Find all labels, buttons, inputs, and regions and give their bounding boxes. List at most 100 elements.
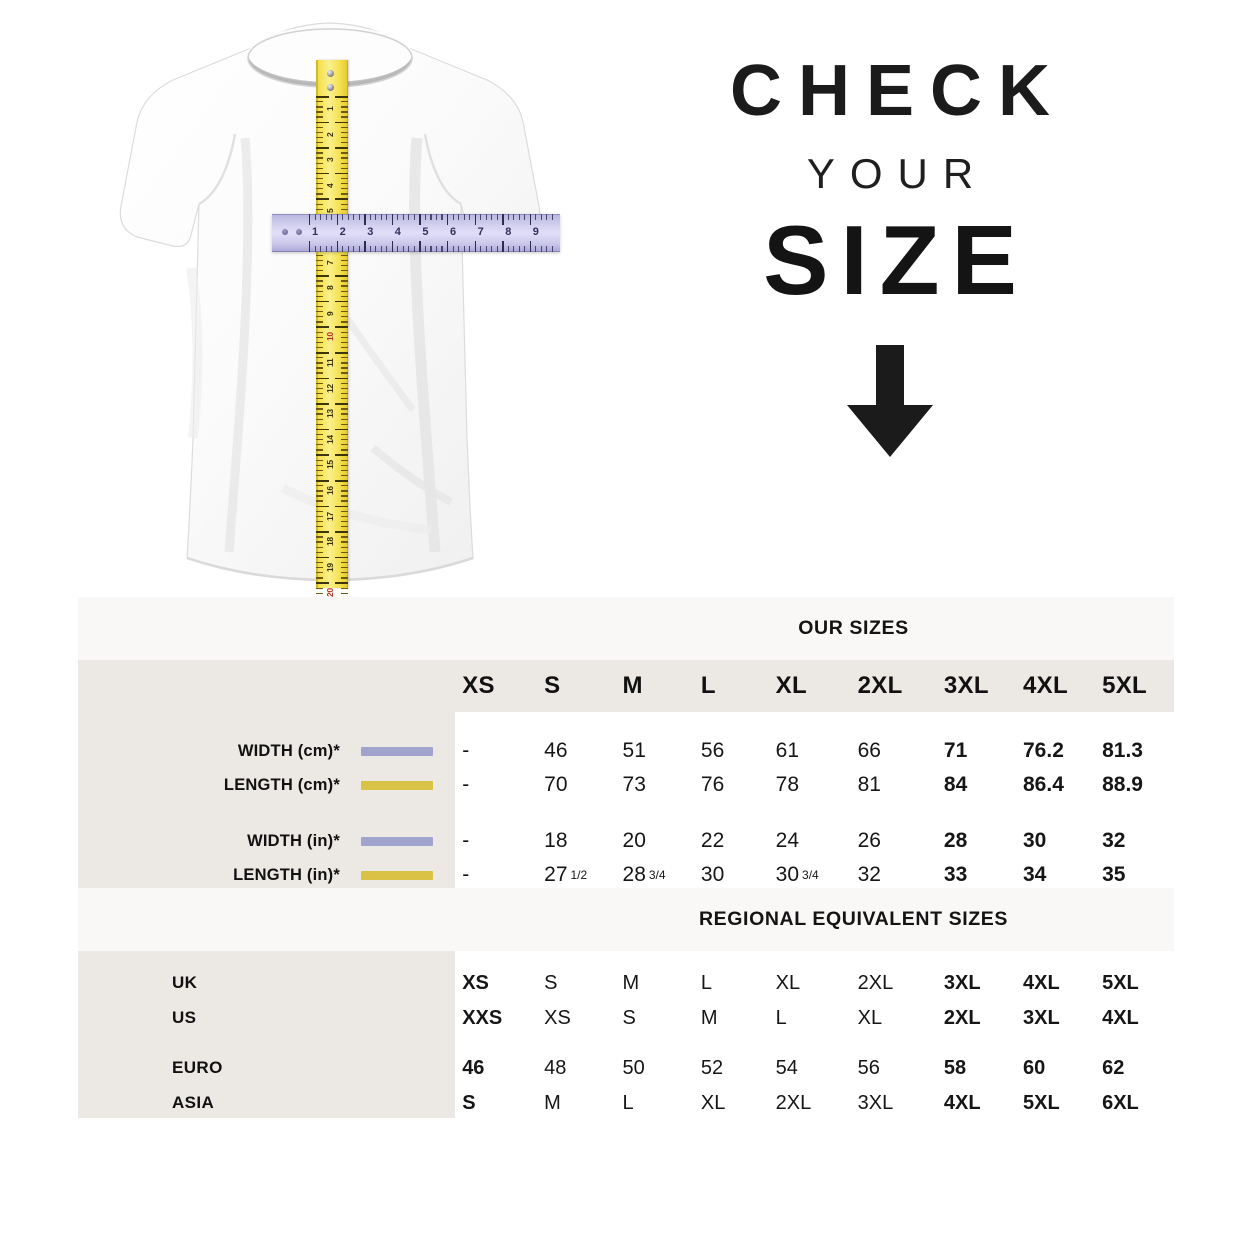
regional-cell: XS (462, 971, 489, 994)
tape-hole (296, 229, 302, 235)
tape-tick-minor (341, 567, 348, 569)
measurement-cell: 88.9 (1102, 773, 1143, 796)
tape-tick-minor (341, 290, 348, 292)
tape-tick-major (335, 121, 348, 124)
tape-tick-minor (341, 131, 348, 134)
tape-tick-minor (341, 577, 348, 579)
tape-tick-minor (413, 246, 415, 252)
tape-tick-minor (546, 246, 548, 252)
measurement-cell: 26 (857, 829, 881, 852)
tape-tick-major (316, 275, 329, 277)
regional-cell: 3XL (943, 971, 981, 994)
tape-tick-minor (316, 485, 323, 487)
tape-tick-major (447, 214, 449, 225)
tape-tick-minor (535, 214, 537, 220)
tape-tick-minor (496, 246, 498, 252)
tape-tick-major (474, 241, 476, 252)
measurement-cell: - (462, 739, 470, 762)
hero-heading: CHECK YOUR SIZE (600, 55, 1180, 457)
tape-tick-minor (316, 183, 323, 185)
tape-tick-minor (316, 167, 323, 169)
tape-tick-minor (341, 398, 348, 400)
yellow-measuring-tape-vertical: 1234567891011121314151617181920 (316, 60, 348, 605)
size-column-header-m: M (622, 672, 643, 699)
measurement-cell: - (462, 829, 470, 852)
tape-tick-minor (540, 246, 542, 252)
tape-tick-minor (347, 214, 349, 220)
tape-tick-minor (341, 510, 348, 513)
tape-tick-minor (341, 362, 348, 364)
size-column-header-2xl: 2XL (857, 672, 903, 699)
tape-tick-minor (452, 214, 454, 220)
tape-tick-minor (518, 214, 520, 220)
measurement-row: LENGTH (cm)* - 70 73 76 78 81 84 86.4 88.9 (78, 768, 1174, 802)
regional-cell: 4XL (943, 1091, 981, 1114)
tape-tick-minor (316, 546, 323, 548)
tape-tick-minor (316, 152, 323, 154)
tape-tick-minor (341, 541, 348, 543)
tape-tick-minor (524, 214, 526, 220)
tape-tick-minor (341, 536, 348, 538)
regional-title-band: REGIONAL EQUIVALENT SIZES (78, 888, 1174, 951)
tape-tick-minor (551, 214, 553, 220)
tape-tick-minor (316, 264, 323, 267)
tape-tick-major (335, 326, 348, 328)
tape-number: 18 (325, 537, 335, 547)
tape-tick-minor (316, 311, 323, 313)
regional-cell: XL (857, 1006, 883, 1029)
tape-tick-major (316, 352, 329, 354)
heading-line-your: YOUR (806, 150, 989, 197)
tape-tick-minor (316, 551, 323, 553)
tape-tick-major (335, 275, 348, 277)
measurement-cell: - (462, 863, 470, 886)
regional-cell: 62 (1102, 1056, 1125, 1079)
tape-tick-minor (316, 280, 323, 282)
tape-tick-minor (342, 246, 344, 252)
tape-tick-minor (341, 469, 348, 472)
size-column-header-row: XS S M L XL 2XL 3XL 4XL 5XL (78, 660, 1174, 712)
measurement-cell: 84 (943, 773, 968, 796)
tape-tick-minor (316, 387, 323, 390)
regional-cell: L (622, 1091, 634, 1114)
tape-tick-major (316, 172, 329, 175)
tape-tick-minor (341, 423, 348, 425)
regional-cell: 3XL (857, 1091, 894, 1114)
tape-tick-minor (316, 577, 323, 579)
tape-tick-major (335, 454, 348, 456)
tape-tick-major (335, 556, 348, 559)
tape-tick-minor (316, 254, 323, 257)
tape-tick-minor (341, 444, 348, 446)
tape-tick-minor (341, 152, 348, 154)
tape-tick-major (316, 147, 329, 149)
tape-tick-minor (316, 142, 323, 144)
tape-tick-minor (316, 285, 323, 287)
tape-tick-minor (316, 382, 323, 385)
tape-tick-minor (341, 208, 348, 210)
tape-tick-minor (341, 316, 348, 318)
tape-tick-minor (402, 214, 404, 220)
regional-cell: 46 (462, 1056, 485, 1079)
tape-tick-minor (430, 214, 432, 220)
tape-tick-minor (341, 188, 348, 190)
size-column-header-xl: XL (775, 672, 807, 699)
tape-tick-minor (316, 510, 323, 513)
tape-tick-minor (496, 214, 498, 220)
tape-tick-minor (316, 111, 323, 113)
tape-tick-major (419, 241, 421, 252)
tape-tick-minor (316, 290, 323, 292)
regional-row-label-euro: EURO (172, 1058, 223, 1077)
tape-tick-minor (341, 485, 348, 487)
measurement-cell: 71 (943, 739, 968, 762)
measurement-cell: 30 (700, 863, 725, 886)
tape-tick-minor (341, 515, 348, 518)
tape-tick-minor (507, 246, 509, 252)
size-column-header-s: S (544, 672, 561, 699)
tape-tick-minor (316, 336, 323, 338)
tape-number: 1 (312, 226, 319, 238)
tape-tick-minor (341, 331, 348, 333)
measurement-cell: 56 (700, 739, 725, 762)
tape-tick-major (529, 241, 532, 252)
regional-cell: 52 (700, 1056, 724, 1079)
tape-tick-minor (341, 546, 348, 548)
tape-tick-minor (316, 392, 323, 395)
